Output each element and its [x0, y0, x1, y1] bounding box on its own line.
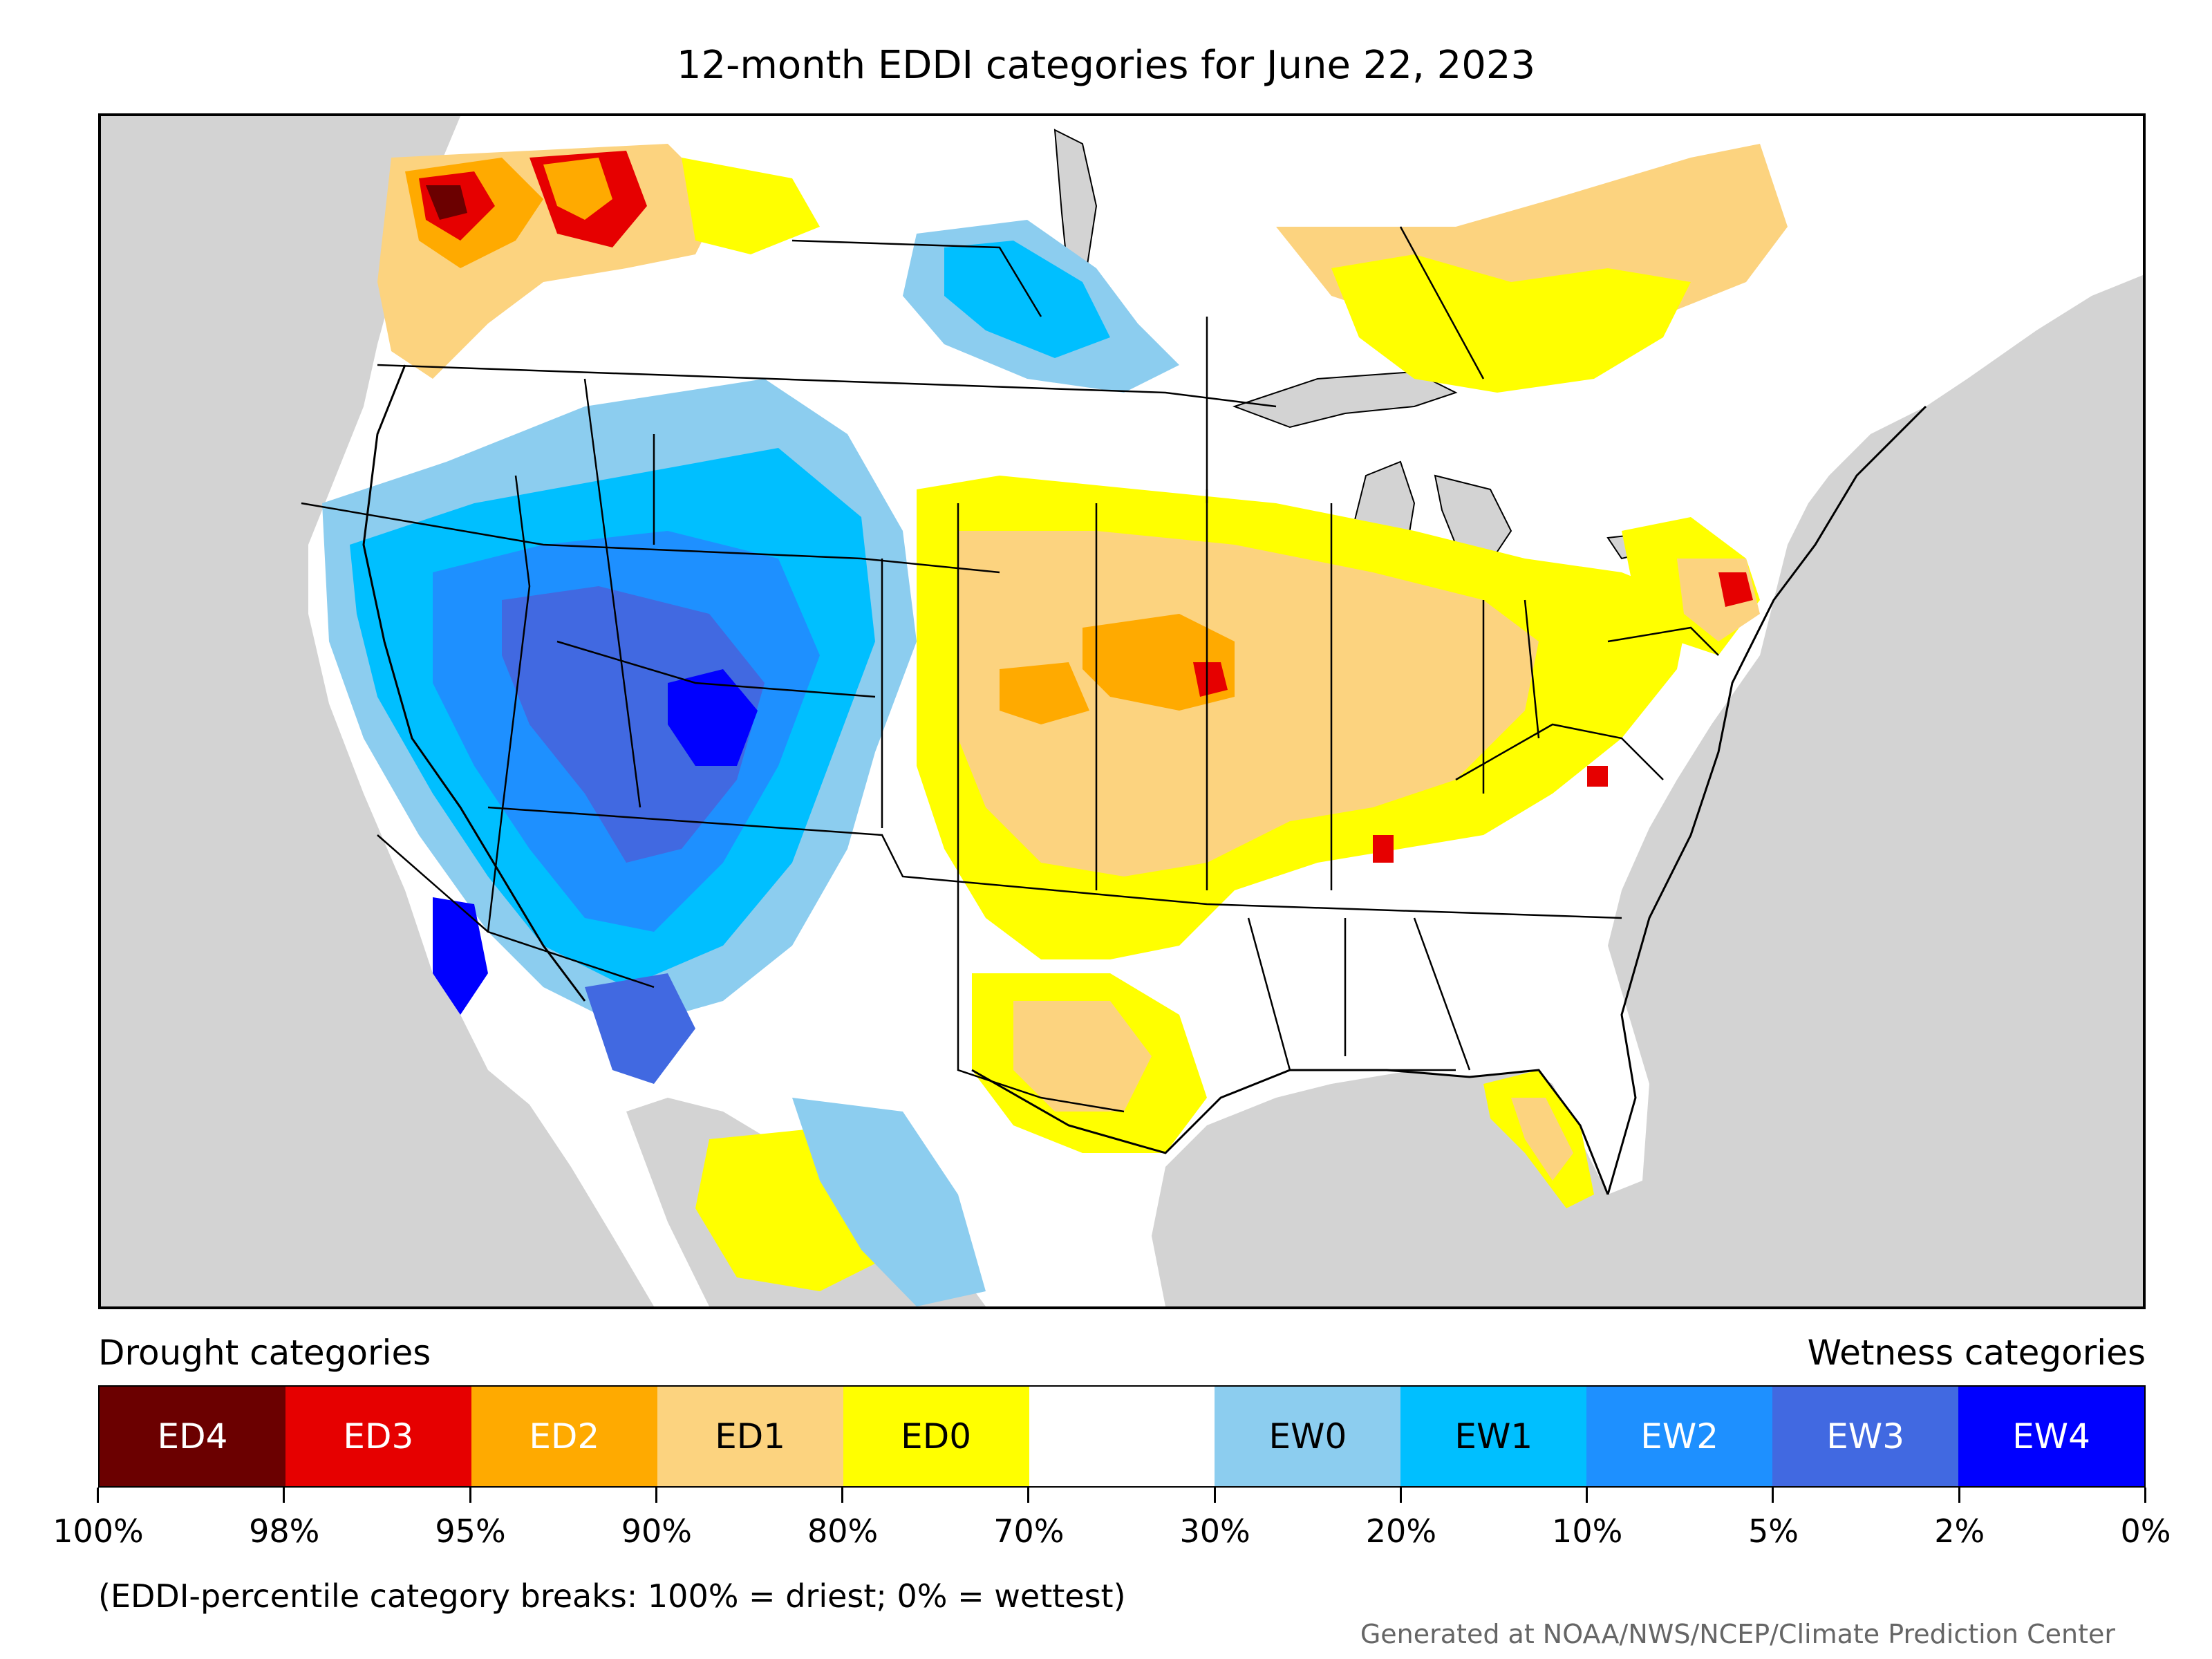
tick-mark: [655, 1488, 657, 1503]
wetness-categories-label: Wetness categories: [1807, 1333, 2146, 1373]
region-ew4-baja: [433, 897, 488, 1015]
tick-label: 10%: [1552, 1512, 1623, 1550]
gulf-coastline: [971, 1069, 1609, 1195]
tick-mark: [1027, 1488, 1030, 1503]
region-ed3-virginia: [1587, 766, 1608, 787]
colorbar-ticks: 100% 98% 95% 90% 80% 70% 30% 20% 10% 5% 2% 0%: [53, 1488, 2171, 1550]
tick-mark: [1586, 1488, 1588, 1503]
colorbar-cell-normal: [1029, 1387, 1215, 1486]
colorbar-cell-ew0: EW0: [1215, 1387, 1401, 1486]
category-breaks-note: (EDDI-percentile category breaks: 100% =…: [98, 1577, 1126, 1615]
tick-mark: [469, 1488, 471, 1503]
tick-label: 5%: [1747, 1512, 1799, 1550]
tick-mark: [1958, 1488, 1960, 1503]
drought-categories-label: Drought categories: [98, 1333, 431, 1373]
region-ed1-central: [958, 531, 1539, 877]
tick-mark: [1213, 1488, 1216, 1503]
colorbar-cell-ew2: EW2: [1586, 1387, 1773, 1486]
region-ed2-iowa: [1082, 614, 1235, 711]
colorbar-cell-ew3: EW3: [1772, 1387, 1959, 1486]
map-title: 12-month EDDI categories for June 22, 20…: [676, 43, 1536, 88]
region-ed3-illinois: [1193, 662, 1228, 697]
region-ew1-north: [944, 241, 1110, 358]
region-ew3-west: [502, 586, 765, 863]
tick-label: 100%: [53, 1512, 144, 1550]
region-ew4-colorado: [668, 669, 758, 766]
colorbar-cell-ew4: EW4: [1958, 1387, 2144, 1486]
tick-mark: [1772, 1488, 1774, 1503]
tick-label: 20%: [1365, 1512, 1437, 1550]
region-ed1-florida: [1511, 1098, 1573, 1181]
colorbar-cell-ed4: ED4: [100, 1387, 285, 1486]
region-ed0-canada-east: [1331, 254, 1691, 393]
colorbar-cell-ed1: ED1: [657, 1387, 843, 1486]
map-canvas: [101, 116, 2143, 1306]
east-coastline: [1606, 405, 1927, 1195]
tick-label: 98%: [249, 1512, 320, 1550]
tick-mark: [97, 1488, 99, 1503]
tick-label: 30%: [1179, 1512, 1250, 1550]
region-ew0-mexico: [792, 1098, 986, 1306]
credit-text: Generated at NOAA/NWS/NCEP/Climate Predi…: [1360, 1619, 2115, 1649]
category-colorbar: ED4 ED3 ED2 ED1 ED0 EW0 EW1 EW2 EW3 EW4: [98, 1385, 2146, 1488]
colorbar-cell-ed0: ED0: [843, 1387, 1029, 1486]
state-boundaries: [301, 226, 1719, 1113]
tick-label: 90%: [621, 1512, 692, 1550]
tick-label: 80%: [807, 1512, 879, 1550]
colorbar-cell-ew1: EW1: [1400, 1387, 1587, 1486]
lake-superior: [1232, 371, 1458, 429]
colorbar-cell-ed2: ED2: [471, 1387, 657, 1486]
region-ed4-pnw: [426, 185, 467, 220]
tick-mark: [2144, 1488, 2146, 1503]
tick-label: 2%: [1934, 1512, 1985, 1550]
region-ed0-pnw: [682, 158, 820, 254]
tick-mark: [841, 1488, 844, 1503]
tick-label: 0%: [2120, 1512, 2171, 1550]
region-ed2-idaho: [543, 158, 612, 220]
region-ed2-kansas: [1000, 662, 1089, 724]
tick-label: 95%: [435, 1512, 506, 1550]
region-ed3-newengland: [1718, 572, 1753, 607]
colorbar-cell-ed3: ED3: [285, 1387, 471, 1486]
west-coastline: [362, 364, 586, 1002]
region-ed3-kentucky: [1373, 835, 1394, 863]
tick-label: 70%: [993, 1512, 1065, 1550]
region-ed1-texas: [1013, 1001, 1152, 1112]
tick-mark: [1399, 1488, 1402, 1503]
region-ew3-arizona: [585, 973, 695, 1084]
eddi-map: [98, 113, 2146, 1309]
tick-mark: [283, 1488, 285, 1503]
